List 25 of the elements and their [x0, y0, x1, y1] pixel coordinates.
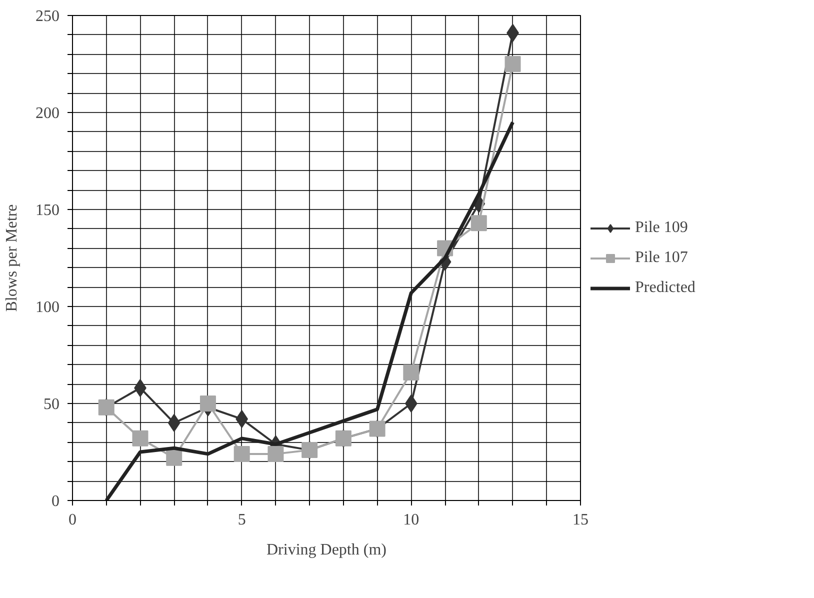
point — [403, 364, 420, 380]
point — [470, 215, 487, 232]
y-tick-label: 100 — [36, 299, 60, 316]
x-tick-label: 10 — [403, 512, 420, 528]
legend-label: Pile 109 — [635, 218, 688, 236]
y-axis-title: Blows per Metre — [4, 204, 20, 312]
x-tick-label: 5 — [238, 512, 246, 528]
legend-label: Predicted — [635, 278, 696, 296]
y-tick-label: 150 — [36, 202, 60, 219]
x-axis-title: Driving Depth (m) — [266, 542, 386, 558]
line-series — [104, 120, 515, 500]
point — [234, 446, 250, 462]
point — [200, 396, 216, 412]
point — [166, 450, 182, 466]
y-tick-label: 50 — [44, 396, 60, 413]
point — [132, 430, 148, 446]
y-tick-label: 250 — [36, 8, 60, 25]
point — [268, 446, 284, 462]
y-tick-label: 200 — [36, 105, 60, 122]
x-tick-label: 15 — [572, 512, 588, 528]
point — [168, 414, 180, 432]
point — [504, 56, 521, 72]
x-tick-label: 0 — [68, 512, 76, 528]
legend-label: Pile 107 — [635, 248, 688, 266]
y-tick-label: 0 — [52, 493, 60, 510]
